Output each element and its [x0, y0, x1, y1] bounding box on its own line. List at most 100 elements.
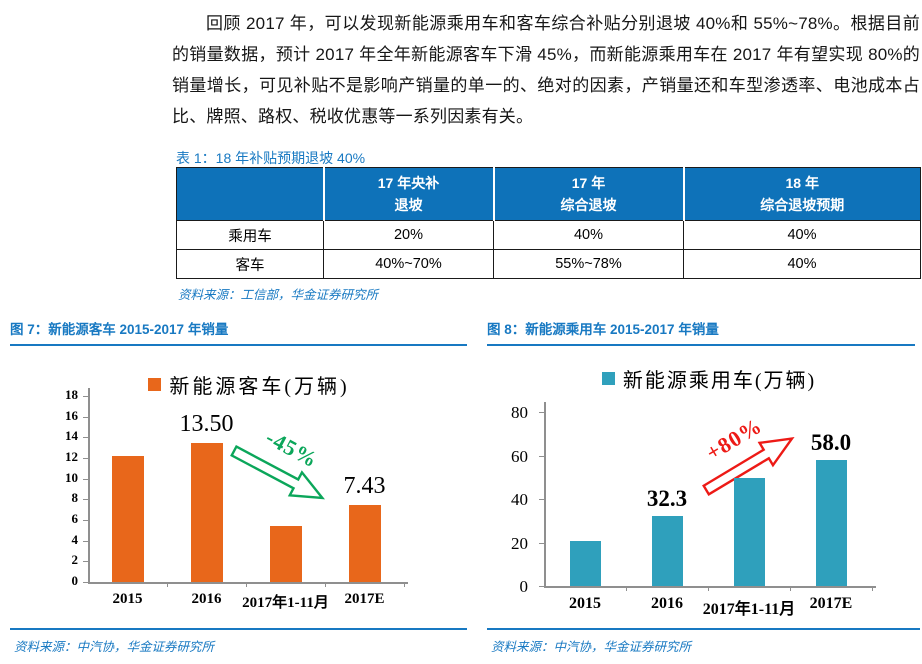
x-axis-label: 2017年1-11月 [702, 601, 796, 618]
table-header-17-composite: 17 年 综合退坡 [493, 167, 685, 221]
figure7-caption: 图 7：新能源客车 2015-2017 年销量 [10, 318, 467, 346]
table-header-central-sub: 17 年央补 退坡 [323, 167, 495, 221]
x-tick [167, 582, 168, 587]
header-line: 17 年央补 [377, 175, 440, 191]
y-tick [83, 478, 88, 480]
chart8-legend: 新能源乘用车(万辆) [544, 364, 874, 393]
table-cell: 乘用车 [176, 220, 324, 250]
header-line: 综合退坡预期 [760, 197, 845, 213]
chart7-legend: 新能源客车(万辆) [88, 370, 410, 399]
x-tick [246, 582, 247, 587]
y-axis-label: 10 [65, 469, 78, 485]
table-title: 表 1：18 年补贴预期退坡 40% [176, 150, 366, 166]
chart-passenger-sales: 新能源乘用车(万辆) +80% 0 20 40 60 80 2015 32.3 2016 201… [480, 352, 922, 628]
arrow-up-right-icon [701, 437, 795, 497]
legend-swatch-orange [148, 378, 162, 391]
y-tick [83, 499, 88, 501]
bar-2017E [815, 459, 847, 586]
y-axis-line [544, 402, 546, 586]
bar-2017E [348, 505, 381, 582]
y-tick [83, 396, 88, 397]
bar-value-label: 13.50 [179, 410, 234, 437]
annotation-growth: +80% [680, 400, 805, 506]
y-axis-label: 14 [65, 428, 78, 444]
table-header-empty [176, 167, 325, 221]
figure7-divider [10, 628, 467, 630]
table-cell: 40% [493, 220, 684, 250]
y-axis-label: 16 [65, 407, 78, 423]
y-tick [83, 416, 88, 418]
y-tick [539, 499, 544, 500]
x-axis-label: 2017年1-11月 [242, 595, 329, 611]
legend-label: 新能源客车(万辆) [169, 376, 350, 398]
x-axis-label: 2015 [112, 591, 143, 607]
y-axis-label: 4 [71, 531, 79, 547]
table-row-passenger: 乘用车 20% 40% 40% [176, 220, 921, 250]
x-axis-label: 2017E [344, 591, 385, 607]
y-axis-label: 12 [65, 449, 78, 464]
bar-value-label: 58.0 [810, 429, 852, 455]
y-tick [539, 542, 544, 544]
y-axis-label: 80 [511, 403, 528, 422]
bar-2017年1-11月 [733, 478, 765, 586]
y-tick [539, 455, 544, 457]
x-axis-line [544, 586, 876, 588]
bar-2016 [651, 515, 683, 586]
figure8-caption: 图 8：新能源乘用车 2015-2017 年销量 [487, 318, 915, 346]
header-line: 18 年 [785, 175, 819, 191]
table-header-18-expected: 18 年 综合退坡预期 [683, 167, 921, 221]
bar-2015 [569, 541, 601, 586]
y-axis-label: 2 [71, 552, 79, 568]
header-line: 17 年 [571, 175, 606, 191]
x-axis-label: 2017E [809, 595, 853, 612]
y-tick [539, 586, 544, 587]
arrow-down-right-icon [229, 444, 325, 500]
subsidy-table: 17 年央补 退坡 17 年 综合退坡 18 年 综合退坡预期 乘用车 20% … [176, 167, 921, 279]
bar-value-label: 7.43 [343, 473, 386, 500]
x-tick [404, 582, 405, 587]
legend-swatch-teal [601, 372, 615, 385]
bar-value-label: 32.3 [646, 485, 688, 511]
y-tick [539, 412, 544, 413]
table-cell: 40% [683, 220, 921, 250]
y-axis-label: 18 [65, 387, 78, 402]
table-source: 资料来源：工信部，华金证券研究所 [178, 288, 379, 302]
x-axis-label: 2016 [651, 595, 683, 612]
y-axis-label: 8 [71, 490, 79, 506]
x-tick [325, 582, 326, 587]
y-tick [83, 520, 88, 521]
chart-bus-sales: 新能源客车(万辆) -45% 0 2 4 6 8 10 12 14 16 18 2015 13.50 2… [0, 352, 470, 628]
table-cell: 客车 [176, 249, 324, 279]
y-axis-label: 0 [71, 573, 79, 588]
x-tick [626, 586, 627, 591]
y-tick [83, 561, 88, 563]
y-axis-label: 40 [511, 490, 528, 509]
table-row-bus: 客车 40%~70% 55%~78% 40% [176, 249, 921, 279]
x-tick [790, 586, 791, 591]
table-cell: 20% [323, 220, 494, 250]
bar-2015 [111, 455, 144, 582]
bar-2016 [190, 442, 223, 582]
x-axis-label: 2016 [191, 591, 222, 607]
x-axis-line [88, 582, 408, 584]
legend-label: 新能源乘用车(万辆) [622, 370, 817, 392]
intro-paragraph: 回顾 2017 年，可以发现新能源乘用车和客车综合补贴分别退坡 40%和 55%… [172, 14, 920, 126]
header-line: 退坡 [394, 197, 423, 213]
y-axis-label: 60 [511, 446, 528, 466]
figure7-source: 资料来源：中汽协，华金证券研究所 [14, 640, 215, 654]
y-axis-label: 0 [519, 577, 529, 596]
header-line: 综合退坡 [560, 197, 617, 213]
y-tick [83, 582, 88, 583]
figure8-divider [487, 628, 920, 630]
x-axis-label: 2015 [569, 595, 601, 612]
y-tick [83, 437, 88, 439]
x-tick [708, 586, 709, 591]
y-axis-line [88, 388, 90, 582]
y-tick [83, 540, 88, 542]
table-cell: 55%~78% [493, 249, 684, 279]
annotation-decline: -45% [222, 412, 347, 514]
table-cell: 40% [683, 249, 921, 279]
y-axis-label: 6 [71, 511, 79, 526]
figure8-source: 资料来源：中汽协，华金证券研究所 [491, 640, 692, 654]
